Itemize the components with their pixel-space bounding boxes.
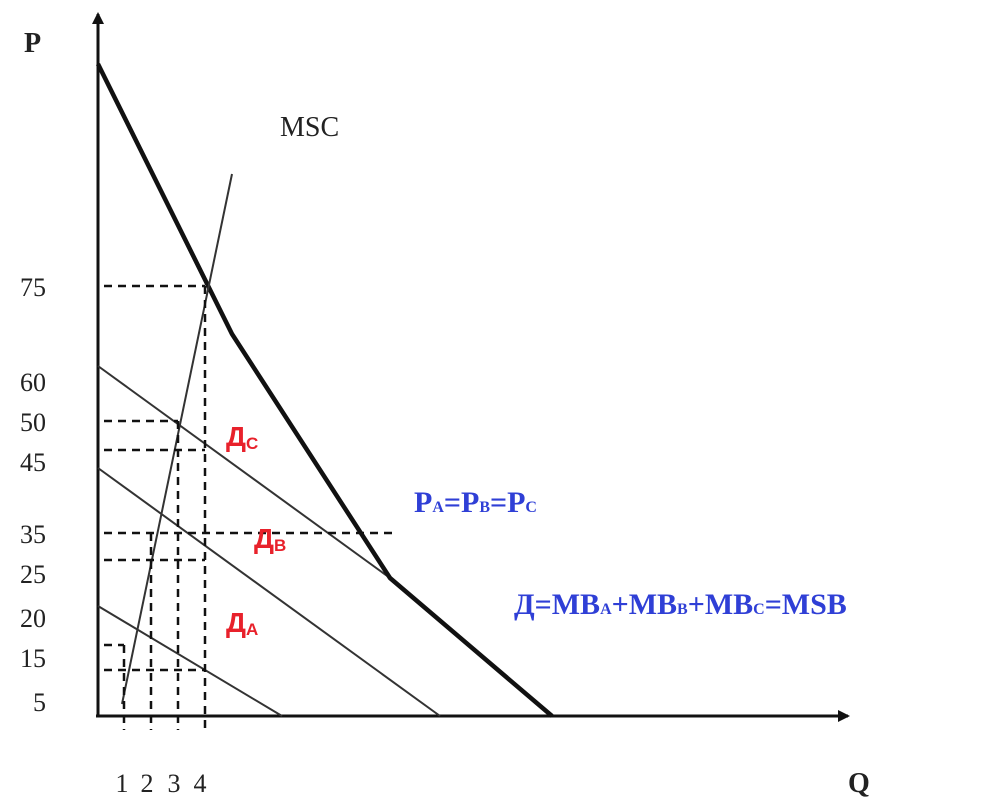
y-tick-35: 35 [20,520,46,549]
x-tick-2: 2 [141,769,154,798]
aggregate-demand-curve [95,62,554,718]
msc-label: MSC [280,112,339,143]
y-tick-25: 25 [20,560,46,589]
demand-label-c: ДC [226,421,258,453]
demand-curve-b [97,467,441,717]
demand-label-b: ДB [254,523,286,555]
y-axis-title: P [24,28,41,59]
demand-curve-a [97,605,283,717]
y-tick-15: 15 [20,644,46,673]
y-tick-45: 45 [20,448,46,477]
price-equation: PA=PB=PC [414,486,537,519]
x-axis-title: Q [848,768,870,799]
demand-equation: Д=MBA+MBB+MBC=MSB [514,588,847,621]
x-tick-1: 1 [116,769,129,798]
demand-curve-c [97,365,391,579]
demand-label-a: ДA [226,607,258,639]
y-tick-50: 50 [20,408,46,437]
y-tick-5: 5 [33,688,46,717]
y-tick-20: 20 [20,604,46,633]
x-tick-3: 3 [168,769,181,798]
x-tick-4: 4 [194,769,207,798]
y-tick-75: 75 [20,273,46,302]
y-tick-60: 60 [20,368,46,397]
